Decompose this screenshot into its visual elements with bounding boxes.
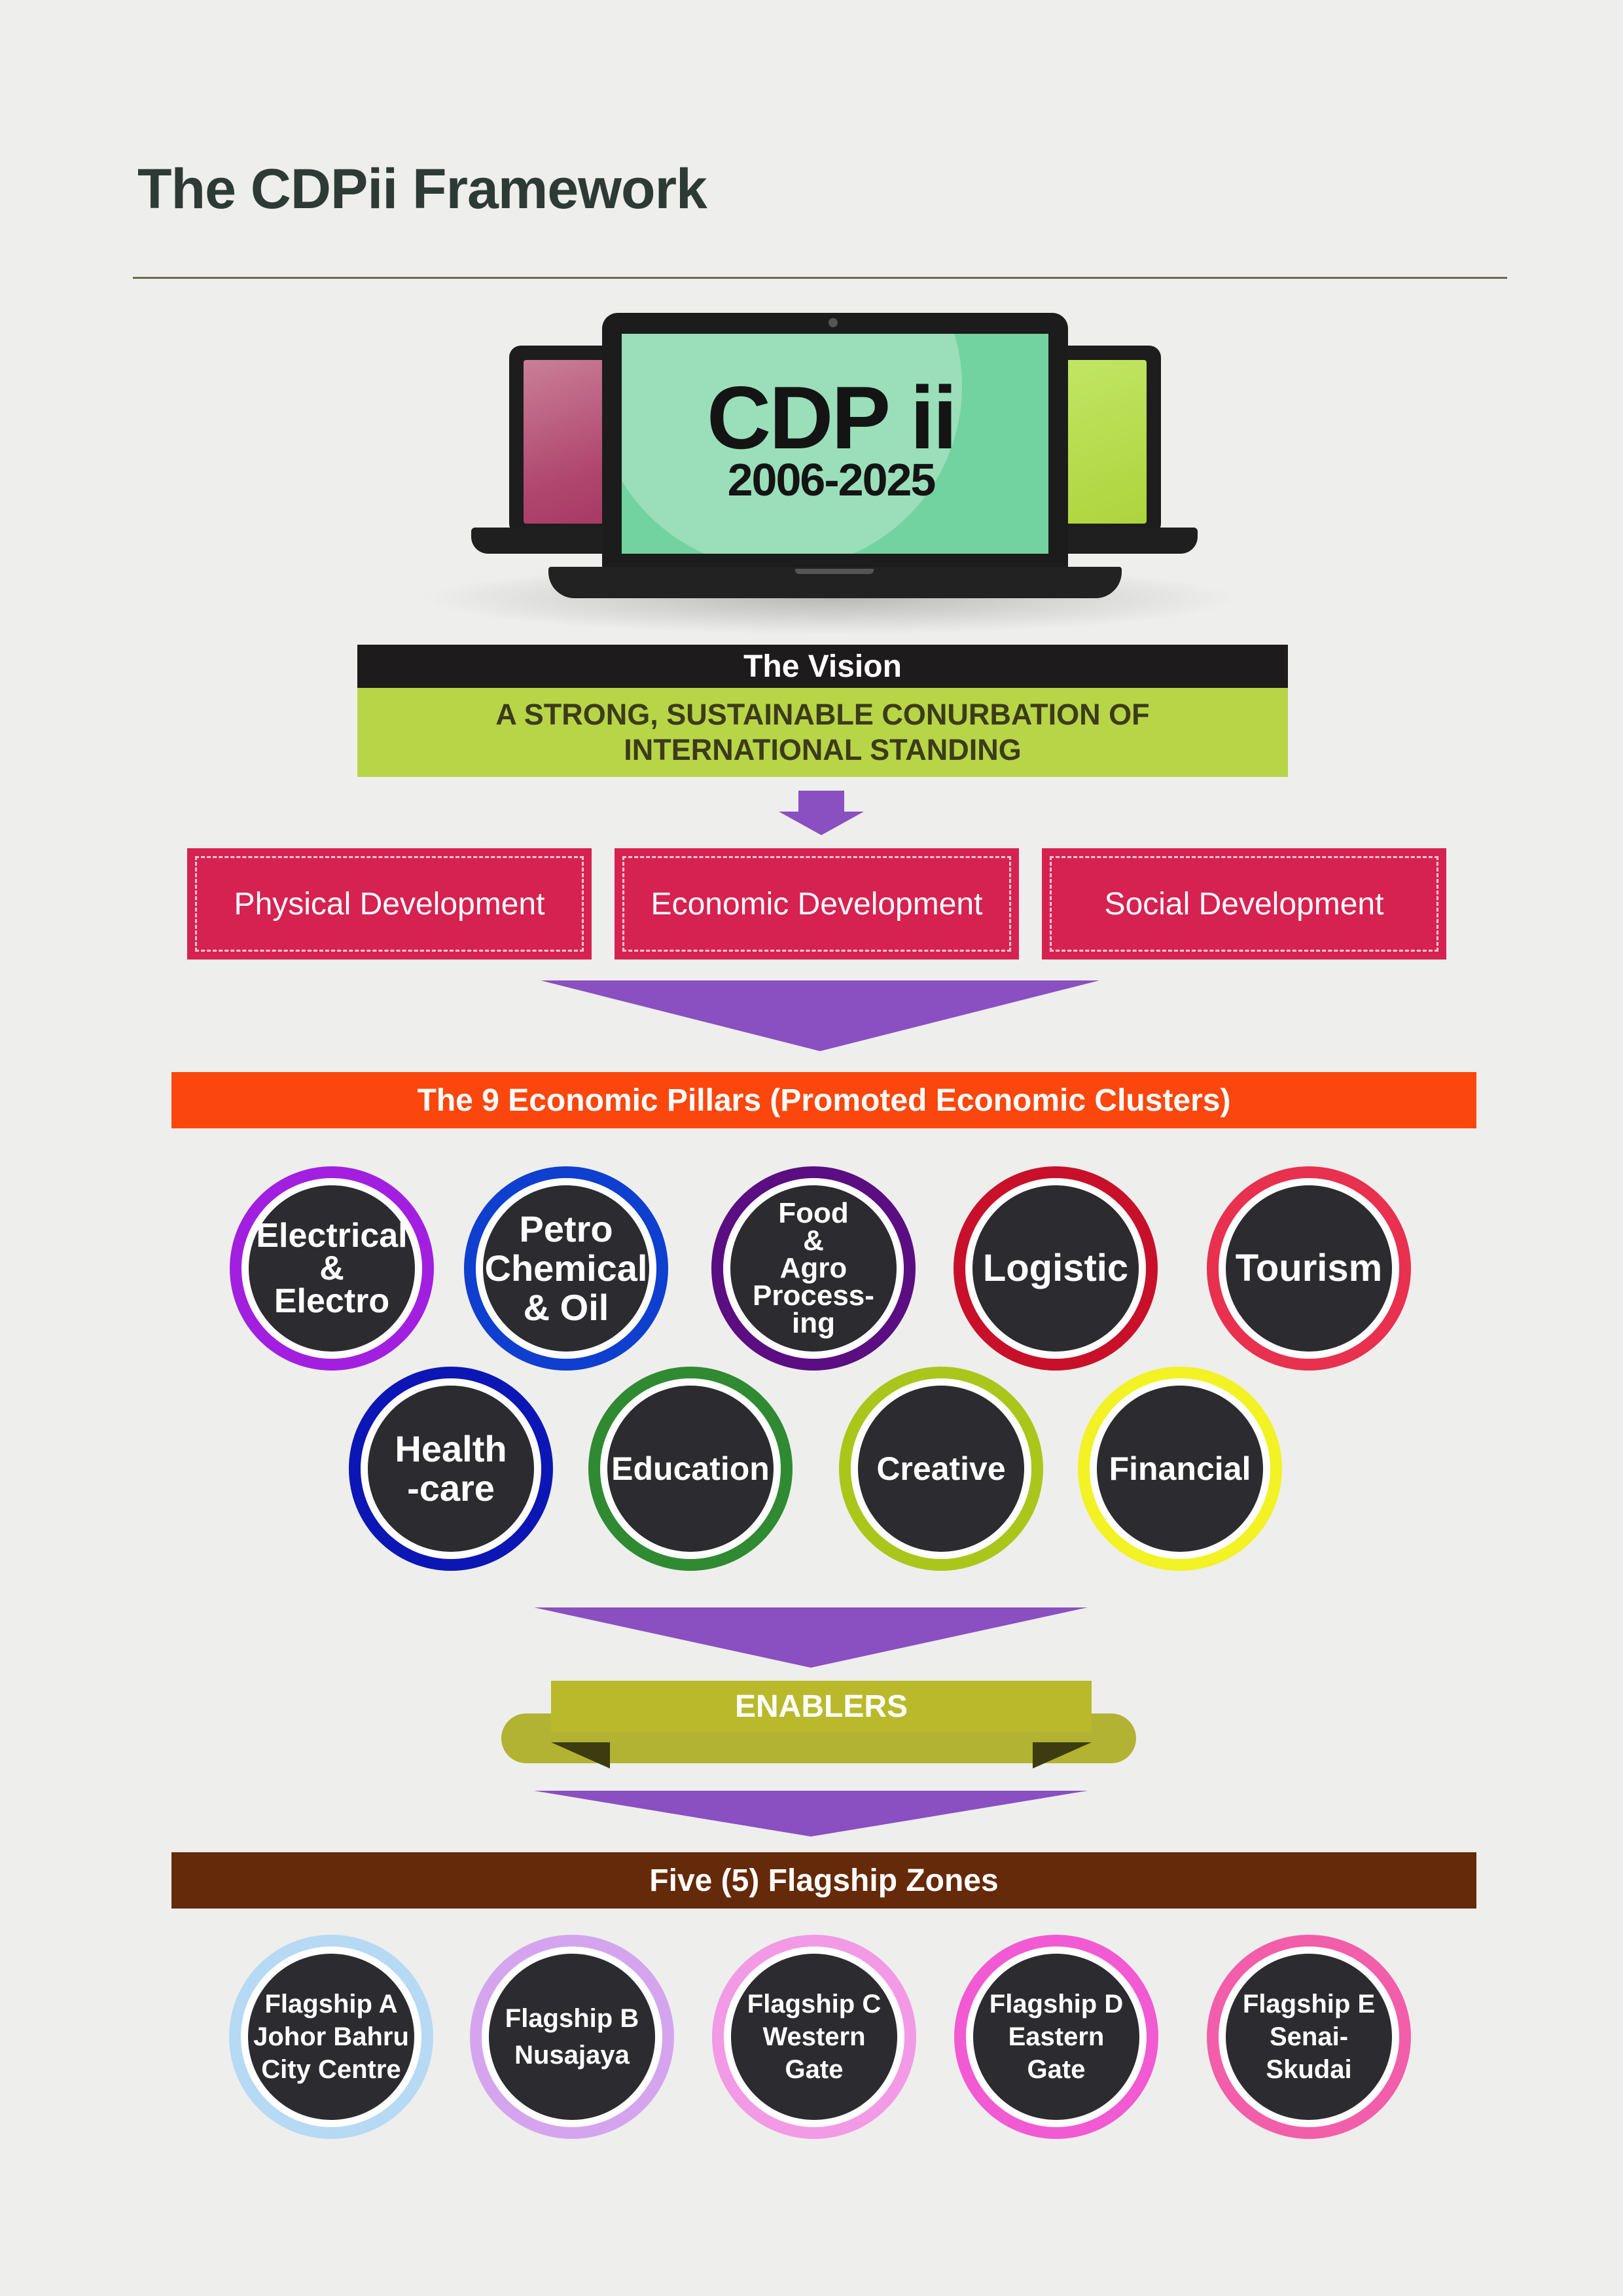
pillar-label-line: Tourism <box>1235 1247 1383 1289</box>
flagship-label-line: Johor Bahru <box>253 2022 409 2051</box>
flagship-label-line: Flagship E <box>1242 1990 1376 2018</box>
flagship-label: Flagship D Eastern Gate <box>973 1954 1139 2120</box>
page-title: The CDPii Framework <box>137 158 707 221</box>
flagship-label-line: Senai- <box>1269 2022 1349 2051</box>
dev-label: Economic Development <box>651 886 983 922</box>
pillar-circle: Creative <box>839 1367 1043 1571</box>
hero-title: CDP ii <box>706 368 957 467</box>
pillar-circle: Tourism <box>1207 1166 1411 1371</box>
pillar-label-line: Petro <box>519 1208 613 1249</box>
laptop-notch <box>795 569 874 574</box>
pillar-label-line: Chemical <box>484 1247 648 1289</box>
flagships-heading: Five (5) Flagship Zones <box>171 1852 1476 1909</box>
flagship-label: Flagship C Western Gate <box>731 1954 897 2120</box>
flagship-label: Flagship A Johor Bahru City Centre <box>248 1954 414 2120</box>
pillar-label-line: -care <box>407 1467 495 1509</box>
flagship-circle: Flagship B Nusajaya <box>470 1935 674 2139</box>
pillar-label: Education <box>607 1386 774 1552</box>
pillar-circle: Financial <box>1078 1367 1282 1571</box>
pillars-heading: The 9 Economic Pillars (Promoted Economi… <box>171 1072 1476 1128</box>
flagship-circle: Flagship D Eastern Gate <box>954 1935 1158 2139</box>
dev-box-economic: Economic Development <box>615 848 1019 960</box>
pillar-label-line: Logistic <box>982 1247 1129 1289</box>
pillar-label-line: & Oil <box>523 1287 609 1328</box>
flagship-label-line: Gate <box>785 2055 844 2084</box>
pillar-label: Food & Agro Process-ing <box>730 1185 897 1352</box>
vision-heading: The Vision <box>357 645 1288 688</box>
pillar-label-line: Agro <box>779 1252 847 1284</box>
flagship-label-line: Gate <box>1027 2055 1086 2084</box>
down-arrow-icon <box>534 1791 1088 1837</box>
flagship-label-line: Flagship C <box>747 1990 882 2018</box>
flagship-label: Flagship B Nusajaya <box>489 1954 655 2120</box>
pillar-label-line: Process- <box>753 1280 874 1312</box>
pillar-label-line: Food <box>778 1197 849 1229</box>
pillar-circle: Petro Chemical & Oil <box>464 1166 668 1371</box>
pillar-label-line: & <box>319 1249 344 1287</box>
flagship-circle: Flagship A Johor Bahru City Centre <box>229 1935 433 2139</box>
pillar-label-line: Electro <box>274 1282 390 1320</box>
flagship-label-line: Nusajaya <box>514 2041 630 2070</box>
center-laptop-screen <box>602 313 1068 575</box>
enablers-label: ENABLERS <box>551 1681 1092 1732</box>
pillar-circle: Health -care <box>349 1367 553 1571</box>
pillar-label: Petro Chemical & Oil <box>483 1185 649 1352</box>
flagship-label-line: Flagship B <box>505 2004 639 2033</box>
pillar-label: Electrical & Electro <box>249 1185 415 1352</box>
dev-box-physical: Physical Development <box>187 848 592 960</box>
pillar-circle: Food & Agro Process-ing <box>711 1166 916 1371</box>
vision-line-2: INTERNATIONAL STANDING <box>624 733 1022 766</box>
pillar-label-line: Education <box>611 1450 770 1487</box>
flagship-label: Flagship E Senai- Skudai <box>1226 1954 1392 2120</box>
vision-line-1: A STRONG, SUSTAINABLE CONURBATION OF <box>495 698 1150 731</box>
flagship-label-line: City Centre <box>261 2055 401 2084</box>
small-down-arrow-icon <box>779 791 864 835</box>
dev-label: Physical Development <box>234 886 545 922</box>
title-divider <box>133 277 1507 279</box>
pillar-label-line: Creative <box>876 1450 1006 1487</box>
flagship-label-line: Western <box>762 2022 866 2051</box>
pillar-circle: Electrical & Electro <box>230 1166 434 1371</box>
pillar-label-line: ing <box>792 1307 835 1339</box>
down-arrow-icon <box>534 1607 1088 1668</box>
dev-label: Social Development <box>1104 886 1384 922</box>
pillar-label: Health -care <box>368 1386 534 1552</box>
flagship-label-line: Flagship D <box>989 1990 1124 2018</box>
pillar-label: Logistic <box>972 1185 1139 1352</box>
pillar-label-line: & <box>803 1225 824 1257</box>
pillar-label-line: Electrical <box>256 1217 408 1255</box>
hero-years: 2006-2025 <box>727 454 936 505</box>
flagship-circle: Flagship E Senai- Skudai <box>1207 1935 1411 2139</box>
pillar-label: Tourism <box>1226 1185 1392 1352</box>
pillar-label-line: Health <box>395 1428 507 1469</box>
pillar-circle: Logistic <box>954 1166 1158 1371</box>
down-arrow-icon <box>541 980 1099 1051</box>
camera-icon <box>829 318 838 327</box>
flagship-circle: Flagship C Western Gate <box>712 1935 916 2139</box>
flagship-label-line: Flagship A <box>264 1990 398 2018</box>
pillar-label: Financial <box>1097 1386 1263 1552</box>
pillar-label: Creative <box>858 1386 1024 1552</box>
dev-box-social: Social Development <box>1042 848 1446 960</box>
vision-statement: A STRONG, SUSTAINABLE CONURBATION OF INT… <box>357 688 1288 777</box>
flagship-label-line: Skudai <box>1266 2055 1352 2084</box>
flagship-label-line: Eastern <box>1008 2022 1105 2051</box>
pillar-circle: Education <box>588 1367 793 1571</box>
pillar-label-line: Financial <box>1109 1450 1251 1487</box>
